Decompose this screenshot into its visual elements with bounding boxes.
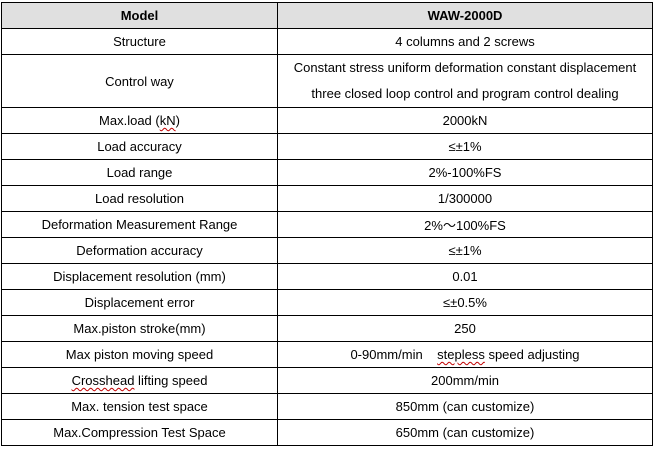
spec-label: Displacement resolution (mm) <box>1 263 278 290</box>
label-text-spellcheck: kN <box>159 113 176 128</box>
spec-label: Displacement error <box>1 289 278 316</box>
spec-label: Max piston moving speed <box>1 341 278 368</box>
table-row: Load resolution 1/300000 <box>1 185 653 212</box>
spec-value: 2000kN <box>277 107 653 134</box>
spec-value: 650mm (can customize) <box>277 419 653 446</box>
table-row: Max piston moving speed 0-90mm/min stepl… <box>1 341 653 368</box>
spec-label: Control way <box>1 54 278 108</box>
spec-label: Max.piston stroke(mm) <box>1 315 278 342</box>
table-row: Displacement resolution (mm) 0.01 <box>1 263 653 290</box>
spec-label: Crosshead lifting speed <box>1 367 278 394</box>
spec-label: Structure <box>1 28 278 55</box>
spec-value: 2%～100%FS <box>277 211 653 238</box>
table-row: Load range 2%-100%FS <box>1 159 653 186</box>
table-row: Structure 4 columns and 2 screws <box>1 28 653 55</box>
value-text-spellcheck: stepless <box>437 347 485 362</box>
label-text: Max.load ( <box>99 113 160 128</box>
table-row: Max.piston stroke(mm) 250 <box>1 315 653 342</box>
spec-value: Constant stress uniform deformation cons… <box>277 54 653 108</box>
table-row: Displacement error ≤±0.5% <box>1 289 653 316</box>
label-text: ) <box>175 113 180 128</box>
header-model-value: WAW-2000D <box>277 2 653 29</box>
spec-label: Max.Compression Test Space <box>1 419 278 446</box>
table-row: Crosshead lifting speed 200mm/min <box>1 367 653 394</box>
spec-value: ≤±1% <box>277 133 653 160</box>
spec-value: 1/300000 <box>277 185 653 212</box>
table-row: Max.Compression Test Space 650mm (can cu… <box>1 419 653 446</box>
table-row: Max. tension test space 850mm (can custo… <box>1 393 653 420</box>
spec-label: Load accuracy <box>1 133 278 160</box>
table-row: Control way Constant stress uniform defo… <box>1 54 653 108</box>
spec-value: 0.01 <box>277 263 653 290</box>
spec-table: Model WAW-2000D Structure 4 columns and … <box>1 2 653 446</box>
table-row: Deformation accuracy ≤±1% <box>1 237 653 264</box>
value-text: speed adjusting <box>484 347 580 362</box>
spec-value: 200mm/min <box>277 367 653 394</box>
spec-value-line: Constant stress uniform deformation cons… <box>293 60 637 75</box>
spec-value: 850mm (can customize) <box>277 393 653 420</box>
header-model: Model <box>1 2 278 29</box>
spec-label: Deformation Measurement Range <box>1 211 278 238</box>
spec-label: Load range <box>1 159 278 186</box>
spec-value-line: three closed loop control and program co… <box>311 86 619 101</box>
table-row: Load accuracy ≤±1% <box>1 133 653 160</box>
spec-value: 250 <box>277 315 653 342</box>
label-text: lifting speed <box>134 373 208 388</box>
spec-value: 2%-100%FS <box>277 159 653 186</box>
header-row: Model WAW-2000D <box>1 2 653 29</box>
spec-label: Max. tension test space <box>1 393 278 420</box>
spec-value: ≤±1% <box>277 237 653 264</box>
value-text: 0-90mm/min <box>350 347 438 362</box>
table-row: Deformation Measurement Range 2%～100%FS <box>1 211 653 238</box>
label-text-spellcheck: Crosshead <box>71 373 135 388</box>
table-row: Max.load (kN) 2000kN <box>1 107 653 134</box>
spec-value: ≤±0.5% <box>277 289 653 316</box>
spec-label: Max.load (kN) <box>1 107 278 134</box>
spec-value: 4 columns and 2 screws <box>277 28 653 55</box>
spec-label: Load resolution <box>1 185 278 212</box>
spec-label: Deformation accuracy <box>1 237 278 264</box>
spec-value: 0-90mm/min stepless speed adjusting <box>277 341 653 368</box>
